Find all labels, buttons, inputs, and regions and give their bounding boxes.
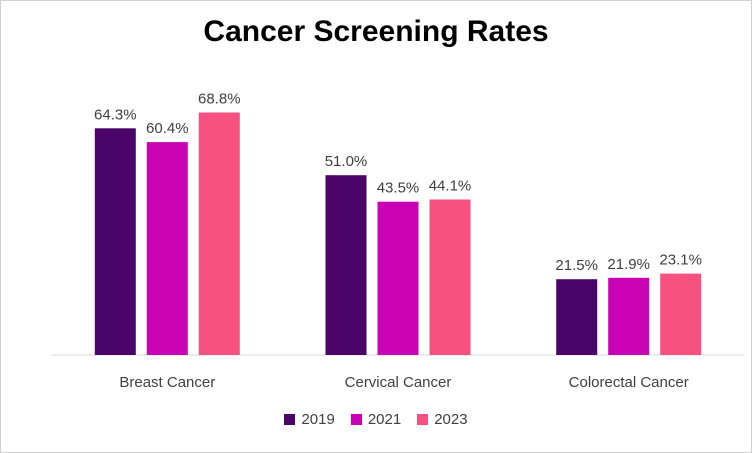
bar-2023-2 — [660, 273, 702, 355]
data-label-2023-2: 23.1% — [659, 252, 702, 269]
bar-2023-1 — [429, 199, 471, 355]
data-label-2023-0: 68.8% — [198, 91, 241, 108]
x-tick-label: Colorectal Cancer — [569, 374, 689, 391]
bar-2023-0 — [198, 112, 240, 355]
x-tick-label: Cervical Cancer — [345, 374, 452, 391]
legend-item-2019: 2019 — [284, 411, 335, 428]
legend-label: 2021 — [367, 411, 402, 428]
data-label-2019-1: 51.0% — [325, 153, 368, 170]
data-label-2021-2: 21.9% — [607, 256, 650, 273]
x-tick-label: Breast Cancer — [119, 374, 215, 391]
legend-label: 2019 — [301, 411, 335, 428]
legend-swatch — [284, 414, 296, 425]
data-label-2021-1: 43.5% — [377, 180, 420, 197]
bar-2021-0 — [146, 142, 188, 355]
data-label-2023-1: 44.1% — [429, 178, 472, 195]
legend-item-2021: 2021 — [350, 411, 402, 428]
legend-swatch — [417, 414, 429, 425]
chart-title: Cancer Screening Rates — [203, 15, 549, 48]
legend-swatch — [350, 414, 362, 425]
bar-2019-1 — [325, 175, 367, 355]
data-label-2019-0: 64.3% — [94, 106, 137, 123]
legend: 2019 2021 2023 — [1, 411, 751, 428]
bar-plot: 64.3% 60.4% 68.8% Breast Cancer 51.0% 43.5% 44… — [52, 91, 744, 391]
legend-item-2023: 2023 — [417, 411, 468, 428]
bar-2021-2 — [608, 277, 650, 355]
bar-2019-2 — [556, 279, 598, 355]
data-label-2019-2: 21.5% — [555, 257, 598, 274]
bar-2021-1 — [377, 201, 419, 355]
legend-label: 2023 — [434, 411, 468, 428]
data-label-2021-0: 60.4% — [146, 120, 189, 137]
bar-2019-0 — [94, 128, 136, 355]
